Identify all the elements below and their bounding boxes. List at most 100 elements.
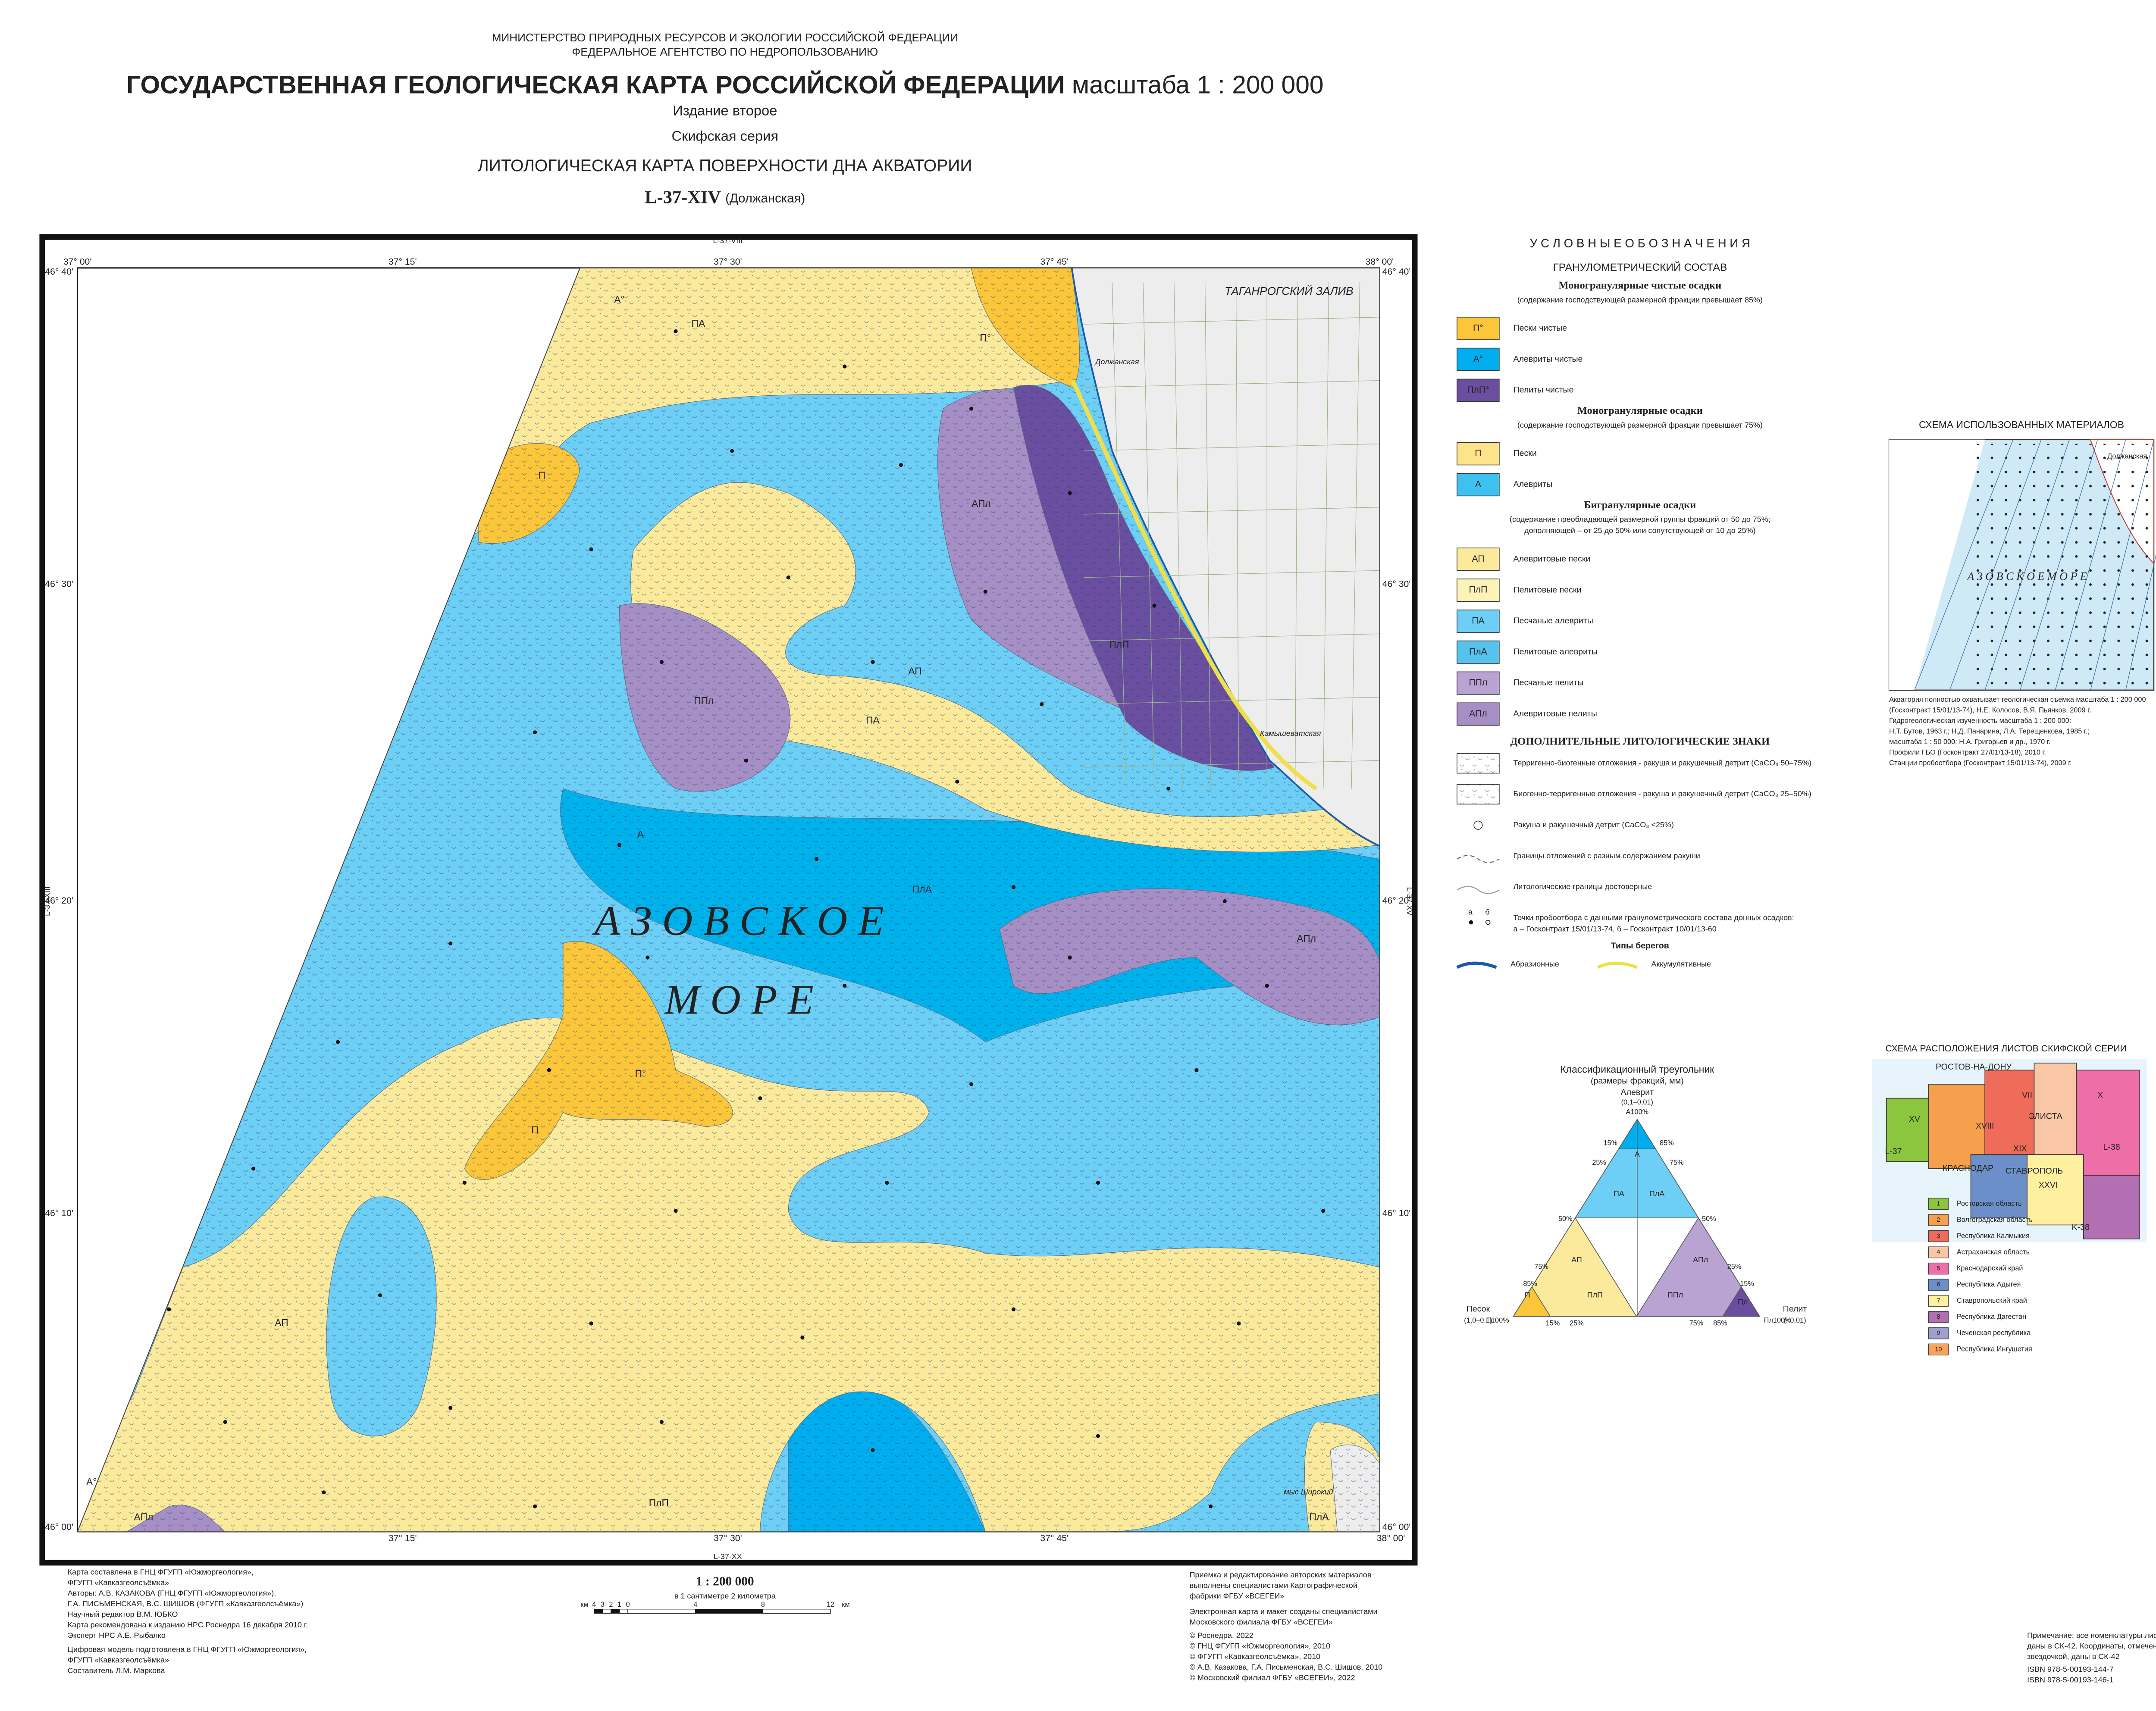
triangle-apex: Пл100% (1764, 1317, 1791, 1324)
triangle-apex: Песок (1467, 1304, 1490, 1314)
latitude-label: 46° 00' (1382, 1522, 1411, 1532)
credit-line: выполнены специалистами Картографической (1190, 1581, 1357, 1590)
region-number: 9 (1937, 1330, 1940, 1337)
sampling-station (843, 983, 847, 988)
legend-swatch (1457, 640, 1500, 664)
sampling-station (646, 955, 650, 960)
sampling-station (533, 730, 537, 735)
legend-symbol (1485, 920, 1491, 925)
sampling-station (1096, 1180, 1100, 1185)
region-label: Чеченская республика (1957, 1329, 2031, 1337)
region-swatch (1928, 1262, 1949, 1275)
legend-label: Абразионные (1510, 960, 1559, 968)
triangle-code: Пл (1738, 1298, 1748, 1306)
legend-code: П (1475, 448, 1481, 458)
region-swatch (1928, 1343, 1949, 1356)
ministry: МИНИСТЕРСТВО ПРИРОДНЫХ РЕСУРСОВ И ЭКОЛОГ… (492, 31, 958, 44)
triangle-apex: П100% (1486, 1317, 1509, 1324)
triangle-code: ПлП (1587, 1290, 1603, 1299)
scale-bar (695, 1609, 764, 1614)
triangle-percent: 50% (1558, 1215, 1573, 1223)
legend-note: (содержание преобладающей размерной груп… (1510, 515, 1771, 524)
scale-tick: 2 (609, 1601, 613, 1608)
longitude-label: 38° 00' (1377, 1533, 1405, 1543)
latitude-label: 46° 30' (45, 579, 73, 589)
triangle-apex: (1,0–0,1) (1464, 1317, 1492, 1324)
sampling-station (871, 1448, 875, 1452)
legend-shore (1597, 961, 1638, 969)
triangle-percent: 15% (1603, 1139, 1617, 1147)
land-road (1084, 317, 1380, 325)
legend-code: ПА (1472, 616, 1485, 626)
legend-label: Пелитовые пески (1514, 585, 1582, 594)
latitude-label: 46° 00' (45, 1522, 73, 1532)
longitude-label: 38° 00' (1366, 257, 1394, 267)
region-swatch (1928, 1279, 1949, 1291)
scale-tick: 12 (827, 1601, 834, 1608)
scale-unit: км (842, 1601, 849, 1608)
legend-label: Пелитовые алевриты (1514, 647, 1598, 657)
triangle-code: ПлА (1649, 1189, 1664, 1198)
legend-code: ПлА (1469, 647, 1488, 657)
legend-swatch (1457, 473, 1500, 497)
credit-line: Цифровая модель подготовлена в ГНЦ ФГУГП… (68, 1645, 307, 1654)
scale-tick: 4 (592, 1601, 596, 1608)
latitude-label: 46° 40' (1382, 267, 1411, 277)
region-swatch (1928, 1214, 1949, 1226)
sampling-station (1152, 604, 1156, 608)
triangle-code: П (1525, 1290, 1530, 1299)
region-label: Республика Калмыкия (1957, 1232, 2030, 1240)
scheme-title: СХЕМА ИСПОЛЬЗОВАННЫХ МАТЕРИАЛОВ (1919, 419, 2124, 430)
zone-code: ПлА (912, 884, 932, 895)
triangle-code: ППл (1667, 1290, 1683, 1299)
scheme-label: L-38 (2103, 1142, 2120, 1152)
legend-label: Биогенно-терригенные отложения - ракуша … (1514, 789, 1811, 798)
legend-label: Алевритовые пески (1514, 554, 1591, 563)
longitude-label: 37° 45' (1040, 1533, 1069, 1543)
scale-tick: 1 (617, 1601, 621, 1608)
legend-line (1457, 886, 1500, 894)
legend-group-title: Бигранулярные осадки (1584, 499, 1696, 511)
main-title: ГОСУДАРСТВЕННАЯ ГЕОЛОГИЧЕСКАЯ КАРТА РОСС… (126, 70, 1324, 99)
sampling-station (871, 660, 875, 664)
triangle-code: АПл (1693, 1255, 1708, 1264)
credit-line: ФГУГП «Кавказгеолсъёмка» (68, 1656, 169, 1664)
sampling-station (1011, 1307, 1016, 1311)
sampling-station (547, 1068, 551, 1072)
sheet-line: L-37-XIV (Должанская) (645, 187, 805, 207)
legend-swatch (1457, 347, 1500, 371)
triangle-percent: 15% (1740, 1280, 1754, 1288)
longitude-label: 37° 15' (389, 1533, 417, 1543)
region-number: 7 (1937, 1298, 1940, 1304)
legend-code: ПлП (1469, 585, 1487, 595)
isbn-line: ISBN 978-5-00193-144-7 (2027, 1665, 2113, 1673)
legend-label: Типы берегов (1611, 941, 1669, 951)
latitude-label: 46° 10' (45, 1208, 73, 1218)
land-road (1323, 282, 1329, 789)
zone-code: П (531, 1124, 538, 1135)
zone-code: ПлА (1309, 1511, 1329, 1523)
scheme-region (2076, 1070, 2140, 1176)
latitude-label: 46° 20' (45, 896, 73, 906)
note-line: даны в СК-42. Координаты, отмеченные (2027, 1642, 2156, 1650)
sea-label: М О Р Е (664, 976, 813, 1023)
credit-line: Г.А. ПИСЬМЕНСКАЯ, В.С. ШИШОВ (ФГУГП «Кав… (68, 1599, 304, 1608)
place-label: Камышеватская (1260, 729, 1321, 738)
region-label: Краснодарский край (1957, 1264, 2023, 1272)
zone-code: П (539, 470, 545, 481)
sampling-station (983, 589, 987, 594)
credit-line: Карта рекомендована к изданию НРС Роснед… (68, 1620, 308, 1629)
edition: Издание второе (673, 103, 777, 119)
legend-symbol (1473, 820, 1483, 830)
scale-tick: 4 (693, 1601, 697, 1608)
zone-code: АП (908, 665, 921, 676)
legend-code: ППл (1469, 678, 1487, 688)
legend-label: Ракуша и ракушечный детрит (CaCO₃ <25%) (1514, 820, 1674, 829)
legend-code: АПл (1469, 709, 1487, 719)
zone-code: П° (635, 1068, 646, 1079)
agency: ФЕДЕРАЛЬНОЕ АГЕНТСТВО ПО НЕДРОПОЛЬЗОВАНИ… (572, 45, 878, 58)
sampling-station (814, 857, 819, 861)
series: Скифская серия (672, 128, 779, 144)
legend-label: Литологические границы достоверные (1514, 882, 1652, 891)
triangle-percent: 50% (1702, 1215, 1716, 1223)
